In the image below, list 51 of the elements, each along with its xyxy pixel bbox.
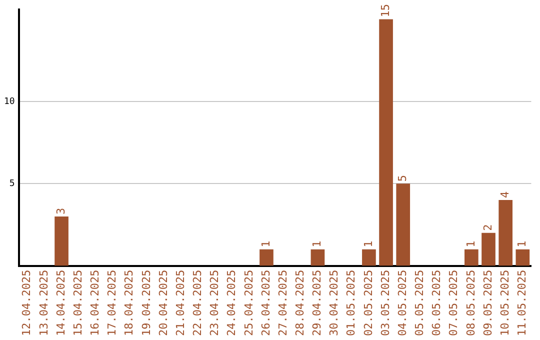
bar [362, 249, 376, 266]
x-tick-label: 26.04.2025 [259, 270, 272, 336]
bar [396, 184, 410, 266]
x-tick-label: 30.04.2025 [328, 270, 341, 336]
x-tick-label: 19.04.2025 [140, 270, 153, 336]
y-tick-label: 10 [4, 96, 15, 107]
x-tick-label: 28.04.2025 [294, 270, 306, 336]
bar [482, 232, 496, 266]
x-tick-label: 16.04.2025 [88, 270, 102, 336]
x-tick-label: 07.05.2025 [447, 270, 460, 336]
x-tick-label: 29.04.2025 [310, 270, 324, 336]
x-tick-label: 25.04.2025 [242, 270, 256, 336]
bar [498, 200, 513, 266]
bar [260, 249, 274, 266]
x-tick-label: 12.04.2025 [20, 270, 34, 336]
data-label: 2 [481, 224, 494, 231]
x-tick-label: 22.04.2025 [191, 270, 204, 336]
data-label: 15 [378, 4, 392, 18]
bar [310, 249, 325, 266]
x-tick-label: 15.04.2025 [71, 270, 84, 336]
x-tick-label: 20.04.2025 [156, 270, 170, 336]
data-label: 1 [259, 240, 272, 248]
data-label: 1 [464, 240, 478, 248]
x-tick-label: 05.05.2025 [413, 270, 426, 336]
x-tick-label: 10.05.2025 [498, 270, 512, 336]
bar [54, 216, 68, 266]
bar [516, 249, 530, 266]
x-tick-label: 14.04.2025 [54, 270, 68, 336]
x-tick-label: 02.05.2025 [362, 270, 375, 336]
data-label: 3 [54, 208, 68, 214]
x-tick-label: 27.04.2025 [276, 270, 290, 336]
data-label: 4 [498, 191, 512, 198]
x-tick-label: 03.05.2025 [378, 270, 392, 336]
x-tick-label: 04.05.2025 [396, 270, 409, 336]
x-tick-label: 23.04.2025 [208, 270, 222, 336]
x-tick-label: 17.04.2025 [106, 270, 119, 336]
x-tick-label: 06.05.2025 [430, 270, 444, 336]
x-tick-label: 11.05.2025 [516, 270, 529, 336]
x-tick-label: 24.04.2025 [225, 270, 238, 336]
bar [379, 19, 393, 266]
bar [464, 249, 478, 266]
data-label: 5 [396, 174, 409, 182]
x-tick-label: 13.04.2025 [37, 270, 50, 336]
x-tick-label: 01.05.2025 [344, 270, 358, 336]
x-tick-label: 09.05.2025 [481, 270, 494, 336]
x-tick-label: 08.05.2025 [464, 270, 478, 336]
data-label: 1 [362, 240, 375, 248]
data-label: 1 [516, 240, 529, 248]
x-tick-label: 18.04.2025 [122, 270, 136, 336]
x-tick-label: 21.04.2025 [174, 270, 187, 336]
data-label: 1 [310, 240, 324, 248]
